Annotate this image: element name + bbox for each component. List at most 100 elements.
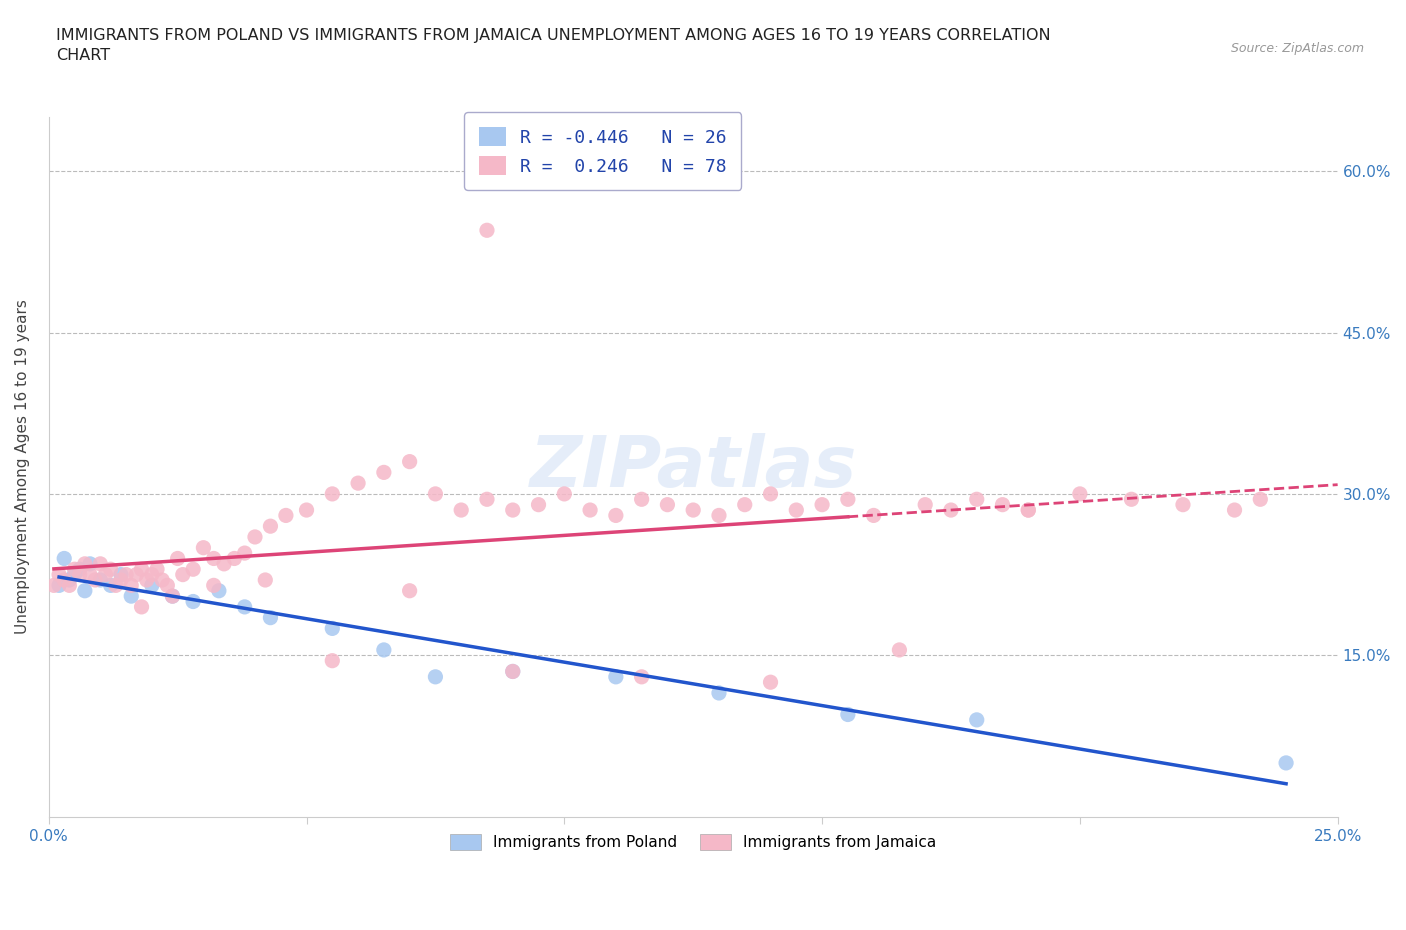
- Point: [939, 502, 962, 517]
- Point: [172, 567, 194, 582]
- Point: [1069, 486, 1091, 501]
- Point: [156, 578, 179, 592]
- Point: [79, 567, 101, 582]
- Point: [202, 551, 225, 566]
- Point: [162, 589, 184, 604]
- Point: [1171, 498, 1194, 512]
- Point: [69, 567, 91, 582]
- Point: [966, 712, 988, 727]
- Point: [605, 670, 627, 684]
- Point: [125, 567, 148, 582]
- Point: [79, 556, 101, 571]
- Point: [150, 573, 173, 588]
- Point: [862, 508, 884, 523]
- Point: [42, 578, 65, 592]
- Point: [89, 556, 111, 571]
- Point: [1121, 492, 1143, 507]
- Point: [837, 492, 859, 507]
- Point: [707, 685, 730, 700]
- Point: [208, 583, 231, 598]
- Point: [630, 492, 652, 507]
- Point: [120, 589, 142, 604]
- Point: [707, 508, 730, 523]
- Point: [373, 465, 395, 480]
- Point: [321, 621, 343, 636]
- Point: [991, 498, 1014, 512]
- Point: [131, 562, 153, 577]
- Point: [254, 573, 277, 588]
- Point: [657, 498, 679, 512]
- Point: [58, 578, 80, 592]
- Point: [398, 583, 420, 598]
- Point: [966, 492, 988, 507]
- Legend: Immigrants from Poland, Immigrants from Jamaica: Immigrants from Poland, Immigrants from …: [443, 827, 943, 858]
- Point: [502, 664, 524, 679]
- Point: [759, 675, 782, 690]
- Point: [69, 562, 91, 577]
- Point: [84, 573, 107, 588]
- Point: [527, 498, 550, 512]
- Point: [450, 502, 472, 517]
- Point: [89, 573, 111, 588]
- Point: [100, 578, 122, 592]
- Point: [295, 502, 318, 517]
- Point: [135, 573, 157, 588]
- Point: [212, 556, 235, 571]
- Point: [63, 567, 86, 582]
- Text: ZIPatlas: ZIPatlas: [530, 432, 856, 501]
- Text: IMMIGRANTS FROM POLAND VS IMMIGRANTS FROM JAMAICA UNEMPLOYMENT AMONG AGES 16 TO : IMMIGRANTS FROM POLAND VS IMMIGRANTS FRO…: [56, 28, 1050, 62]
- Point: [1017, 502, 1039, 517]
- Point: [58, 573, 80, 588]
- Point: [141, 578, 163, 592]
- Point: [259, 519, 281, 534]
- Point: [347, 476, 370, 491]
- Point: [1017, 502, 1039, 517]
- Point: [94, 567, 117, 582]
- Point: [110, 573, 132, 588]
- Point: [131, 600, 153, 615]
- Point: [274, 508, 297, 523]
- Point: [1223, 502, 1246, 517]
- Point: [181, 562, 204, 577]
- Point: [100, 562, 122, 577]
- Point: [785, 502, 807, 517]
- Point: [202, 578, 225, 592]
- Point: [115, 567, 138, 582]
- Point: [630, 670, 652, 684]
- Point: [162, 589, 184, 604]
- Point: [53, 573, 76, 588]
- Point: [1275, 755, 1298, 770]
- Point: [53, 551, 76, 566]
- Point: [889, 643, 911, 658]
- Point: [605, 508, 627, 523]
- Point: [104, 578, 127, 592]
- Point: [502, 502, 524, 517]
- Point: [321, 653, 343, 668]
- Point: [579, 502, 602, 517]
- Point: [73, 556, 96, 571]
- Point: [475, 223, 498, 238]
- Point: [48, 578, 70, 592]
- Point: [553, 486, 575, 501]
- Point: [475, 492, 498, 507]
- Point: [193, 540, 215, 555]
- Point: [120, 578, 142, 592]
- Y-axis label: Unemployment Among Ages 16 to 19 years: Unemployment Among Ages 16 to 19 years: [15, 299, 30, 634]
- Point: [502, 664, 524, 679]
- Point: [141, 567, 163, 582]
- Point: [837, 707, 859, 722]
- Point: [425, 670, 447, 684]
- Point: [48, 567, 70, 582]
- Point: [259, 610, 281, 625]
- Point: [1249, 492, 1271, 507]
- Point: [166, 551, 188, 566]
- Point: [398, 454, 420, 469]
- Point: [321, 486, 343, 501]
- Point: [73, 583, 96, 598]
- Point: [63, 562, 86, 577]
- Point: [110, 567, 132, 582]
- Point: [734, 498, 756, 512]
- Point: [914, 498, 936, 512]
- Point: [146, 562, 169, 577]
- Point: [243, 529, 266, 544]
